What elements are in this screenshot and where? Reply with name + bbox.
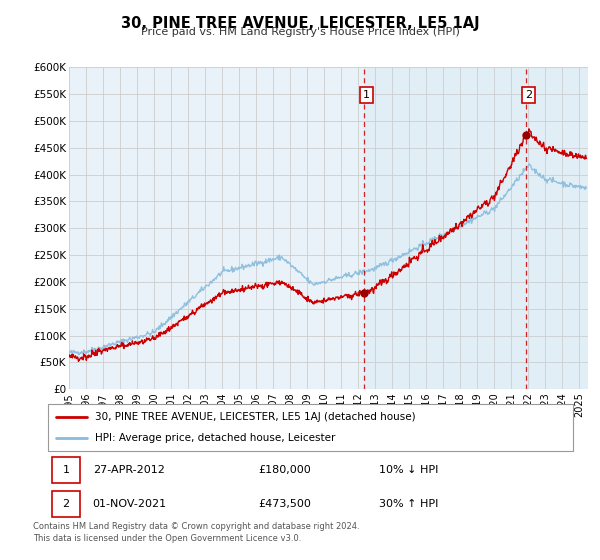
Text: Contains HM Land Registry data © Crown copyright and database right 2024.
This d: Contains HM Land Registry data © Crown c… bbox=[33, 522, 359, 543]
Text: 30% ↑ HPI: 30% ↑ HPI bbox=[379, 499, 438, 509]
Text: 2: 2 bbox=[525, 90, 532, 100]
Bar bbox=[52, 457, 79, 483]
Text: 10% ↓ HPI: 10% ↓ HPI bbox=[379, 465, 438, 475]
Text: 1: 1 bbox=[363, 90, 370, 100]
Text: 2: 2 bbox=[62, 499, 70, 509]
Text: 27-APR-2012: 27-APR-2012 bbox=[92, 465, 164, 475]
Text: £473,500: £473,500 bbox=[258, 499, 311, 509]
Text: 01-NOV-2021: 01-NOV-2021 bbox=[92, 499, 167, 509]
Bar bbox=[52, 491, 79, 517]
Text: £180,000: £180,000 bbox=[258, 465, 311, 475]
Text: Price paid vs. HM Land Registry's House Price Index (HPI): Price paid vs. HM Land Registry's House … bbox=[140, 27, 460, 37]
Text: 1: 1 bbox=[62, 465, 70, 475]
Bar bbox=[364, 67, 588, 389]
Text: 30, PINE TREE AVENUE, LEICESTER, LE5 1AJ: 30, PINE TREE AVENUE, LEICESTER, LE5 1AJ bbox=[121, 16, 479, 31]
Text: HPI: Average price, detached house, Leicester: HPI: Average price, detached house, Leic… bbox=[95, 433, 335, 444]
Text: 30, PINE TREE AVENUE, LEICESTER, LE5 1AJ (detached house): 30, PINE TREE AVENUE, LEICESTER, LE5 1AJ… bbox=[95, 412, 416, 422]
